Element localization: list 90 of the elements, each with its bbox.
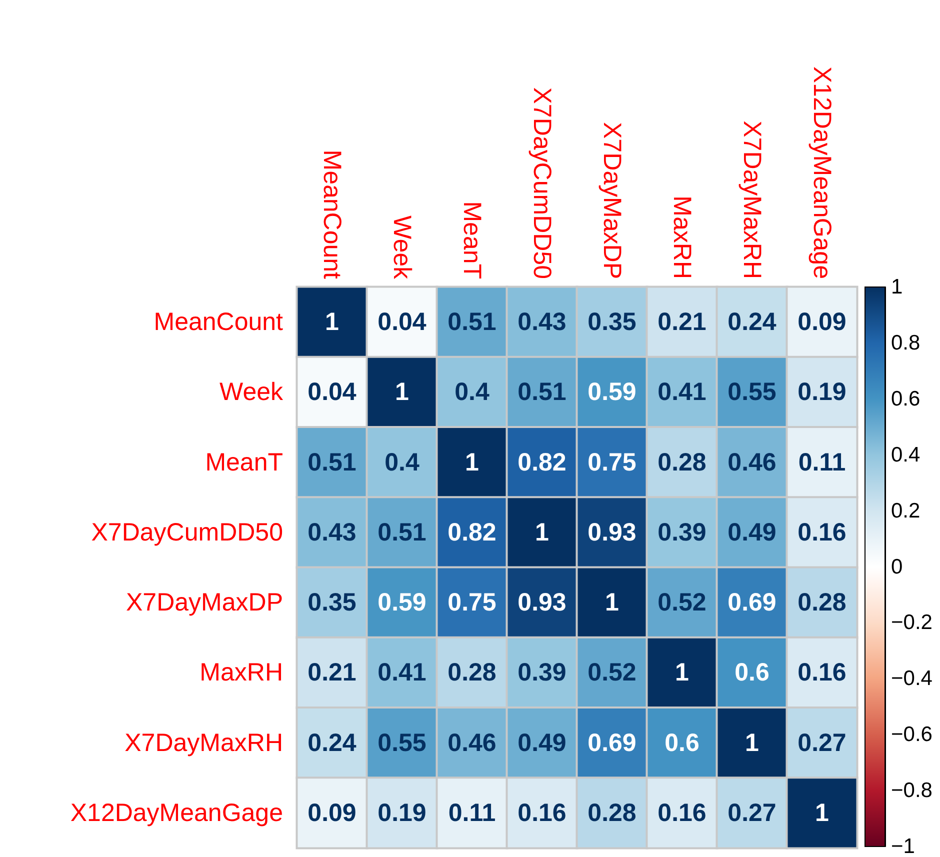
y-tick-label: X7DayMaxDP — [126, 588, 283, 617]
y-tick-label: X7DayCumDD50 — [91, 518, 283, 546]
data-label: 0.4 — [384, 448, 420, 476]
data-label: 0.46 — [448, 728, 496, 757]
data-label: 0.41 — [378, 658, 426, 687]
data-label: 1 — [465, 448, 480, 476]
y-tick-label: MaxRH — [200, 658, 283, 687]
data-label: 0.27 — [728, 798, 776, 827]
x-tick-label: X12DayMeanGage — [808, 66, 836, 279]
x-tick-label: MaxRH — [668, 196, 696, 279]
x-tick-label: Week — [388, 216, 416, 280]
data-label: 0.39 — [518, 658, 566, 687]
data-label: 0.28 — [588, 798, 636, 827]
data-label: 0.04 — [378, 308, 426, 336]
data-label: 1 — [745, 728, 760, 757]
data-label: 0.43 — [308, 518, 356, 546]
data-label: 0.21 — [308, 658, 356, 687]
x-tick-label: X7DayMaxRH — [738, 120, 766, 279]
x-tick-label: X7DayCumDD50 — [528, 87, 556, 279]
data-label: 0.09 — [308, 798, 356, 827]
y-tick-label: Week — [220, 378, 284, 406]
data-label: 0.28 — [658, 448, 706, 476]
data-label: 0.93 — [588, 518, 636, 546]
y-tick-label: X7DayMaxRH — [124, 728, 283, 757]
data-label: 0.39 — [658, 518, 706, 546]
data-label: 0.19 — [378, 798, 426, 827]
data-label: 0.51 — [448, 308, 496, 336]
x-tick-label: MeanT — [458, 201, 486, 279]
data-label: 0.82 — [518, 448, 566, 476]
color-bar-label: −0.2 — [891, 611, 932, 634]
data-label: 0.52 — [658, 588, 706, 617]
data-label: 0.59 — [378, 588, 426, 617]
data-label: 0.49 — [518, 728, 566, 757]
data-label: 0.69 — [728, 588, 776, 617]
color-bar-label: 0.8 — [891, 331, 920, 354]
data-label: 0.93 — [518, 588, 566, 617]
color-bar-label: −0.8 — [891, 779, 932, 802]
data-label: 0.24 — [308, 728, 356, 757]
y-tick-label: MeanCount — [154, 308, 284, 336]
data-label: 0.11 — [798, 448, 846, 476]
data-label: 0.4 — [454, 378, 490, 406]
data-label: 0.59 — [588, 378, 636, 406]
data-label: 0.35 — [588, 308, 636, 336]
data-label: 1 — [325, 308, 340, 336]
color-bar-label: −0.4 — [891, 667, 933, 690]
data-label: 1 — [815, 798, 830, 827]
data-label: 0.28 — [448, 658, 496, 687]
data-label: 0.27 — [798, 728, 846, 757]
data-label: 0.16 — [518, 798, 566, 827]
data-label: 1 — [605, 588, 620, 617]
data-label: 0.6 — [734, 658, 770, 687]
data-label: 0.09 — [798, 308, 846, 336]
color-bar-label: 0.4 — [891, 443, 921, 466]
data-label: 0.51 — [518, 378, 566, 406]
data-label: 0.41 — [658, 378, 706, 406]
data-label: 0.43 — [518, 308, 566, 336]
data-label: 0.11 — [448, 798, 496, 827]
data-label: 0.21 — [658, 308, 706, 336]
data-label: 0.49 — [728, 518, 776, 546]
data-label: 0.52 — [588, 658, 636, 687]
data-label: 0.75 — [448, 588, 496, 617]
color-bar-label: −1 — [891, 835, 915, 857]
color-bar-label: 0.2 — [891, 499, 920, 522]
y-tick-label: MeanT — [205, 448, 283, 476]
color-bar-label: −0.6 — [891, 723, 932, 746]
data-label: 0.19 — [798, 378, 846, 406]
color-bar-label: 1 — [891, 276, 903, 298]
data-label: 1 — [395, 378, 410, 406]
data-label: 0.04 — [308, 378, 356, 406]
data-label: 0.46 — [728, 448, 776, 476]
data-label: 0.6 — [664, 728, 700, 757]
data-label: 0.55 — [378, 728, 426, 757]
data-label: 0.16 — [658, 798, 706, 827]
data-label: 0.82 — [448, 518, 496, 546]
data-label: 1 — [535, 518, 550, 546]
data-label: 0.28 — [798, 588, 846, 617]
data-label: 0.16 — [798, 518, 846, 546]
data-label: 0.51 — [378, 518, 426, 546]
color-bar-label: 0.6 — [891, 387, 920, 410]
data-label: 0.55 — [728, 378, 776, 406]
color-bar-label: 0 — [891, 555, 903, 578]
data-label: 0.24 — [728, 308, 776, 336]
data-label: 0.75 — [588, 448, 636, 476]
x-tick-label: X7DayMaxDP — [598, 122, 626, 279]
y-tick-label: X12DayMeanGage — [70, 798, 283, 827]
data-label: 0.51 — [308, 448, 356, 476]
data-label: 0.35 — [308, 588, 356, 617]
data-label: 0.16 — [798, 658, 846, 687]
data-label: 0.69 — [588, 728, 636, 757]
data-label: 1 — [675, 658, 690, 687]
